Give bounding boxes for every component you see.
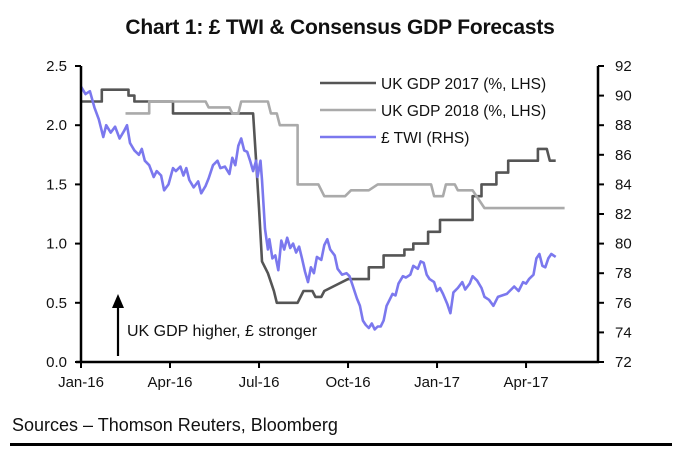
x-tick-label: Jul-16	[239, 374, 280, 391]
right-tick-label: 72	[615, 354, 632, 371]
right-tick-label: 90	[615, 88, 632, 105]
left-tick-label: 2.0	[46, 117, 67, 134]
legend-label: UK GDP 2017 (%, LHS)	[381, 76, 546, 93]
annotation-arrow-head	[112, 294, 124, 308]
left-tick-label: 2.5	[46, 58, 67, 75]
series-line-gbp-twi	[79, 86, 557, 331]
right-tick-label: 82	[615, 206, 632, 223]
series-line-uk-gdp-2018	[125, 100, 565, 210]
annotation-text: UK GDP higher, £ stronger	[127, 323, 318, 340]
left-tick-label: 1.5	[46, 176, 67, 193]
legend-label: £ TWI (RHS)	[381, 130, 469, 147]
x-tick-label: Apr-16	[147, 374, 192, 391]
right-tick-label: 92	[615, 58, 632, 75]
right-tick-label: 88	[615, 117, 632, 134]
right-tick-label: 76	[615, 295, 632, 312]
right-tick-label: 84	[615, 176, 632, 193]
right-tick-label: 86	[615, 147, 632, 164]
axes-layer: 0.0 0.5 1.0 1.5 2.0 2.5 72 74 76 78 80 82 84 86 88 90 92…	[46, 58, 632, 391]
x-tick-label: Apr-17	[504, 374, 549, 391]
left-tick-label: 0.0	[46, 354, 67, 371]
left-tick-label: 0.5	[46, 295, 67, 312]
footer-rule	[10, 443, 672, 446]
series-line-uk-gdp-2017	[81, 88, 556, 305]
legend: UK GDP 2017 (%, LHS) UK GDP 2018 (%, LHS)…	[320, 76, 546, 147]
x-tick-label: Jan-16	[58, 374, 104, 391]
chart-title: Chart 1: £ TWI & Consensus GDP Forecasts	[125, 16, 555, 39]
right-tick-label: 78	[615, 265, 632, 282]
legend-label: UK GDP 2018 (%, LHS)	[381, 103, 546, 120]
left-tick-label: 1.0	[46, 236, 67, 253]
right-tick-label: 74	[615, 324, 632, 341]
annotation: UK GDP higher, £ stronger	[112, 294, 318, 356]
right-tick-label: 80	[615, 236, 632, 253]
x-tick-label: Oct-16	[326, 374, 371, 391]
x-tick-label: Jan-17	[414, 374, 460, 391]
source-note: Sources – Thomson Reuters, Bloomberg	[12, 415, 338, 435]
series-layer	[79, 86, 565, 331]
